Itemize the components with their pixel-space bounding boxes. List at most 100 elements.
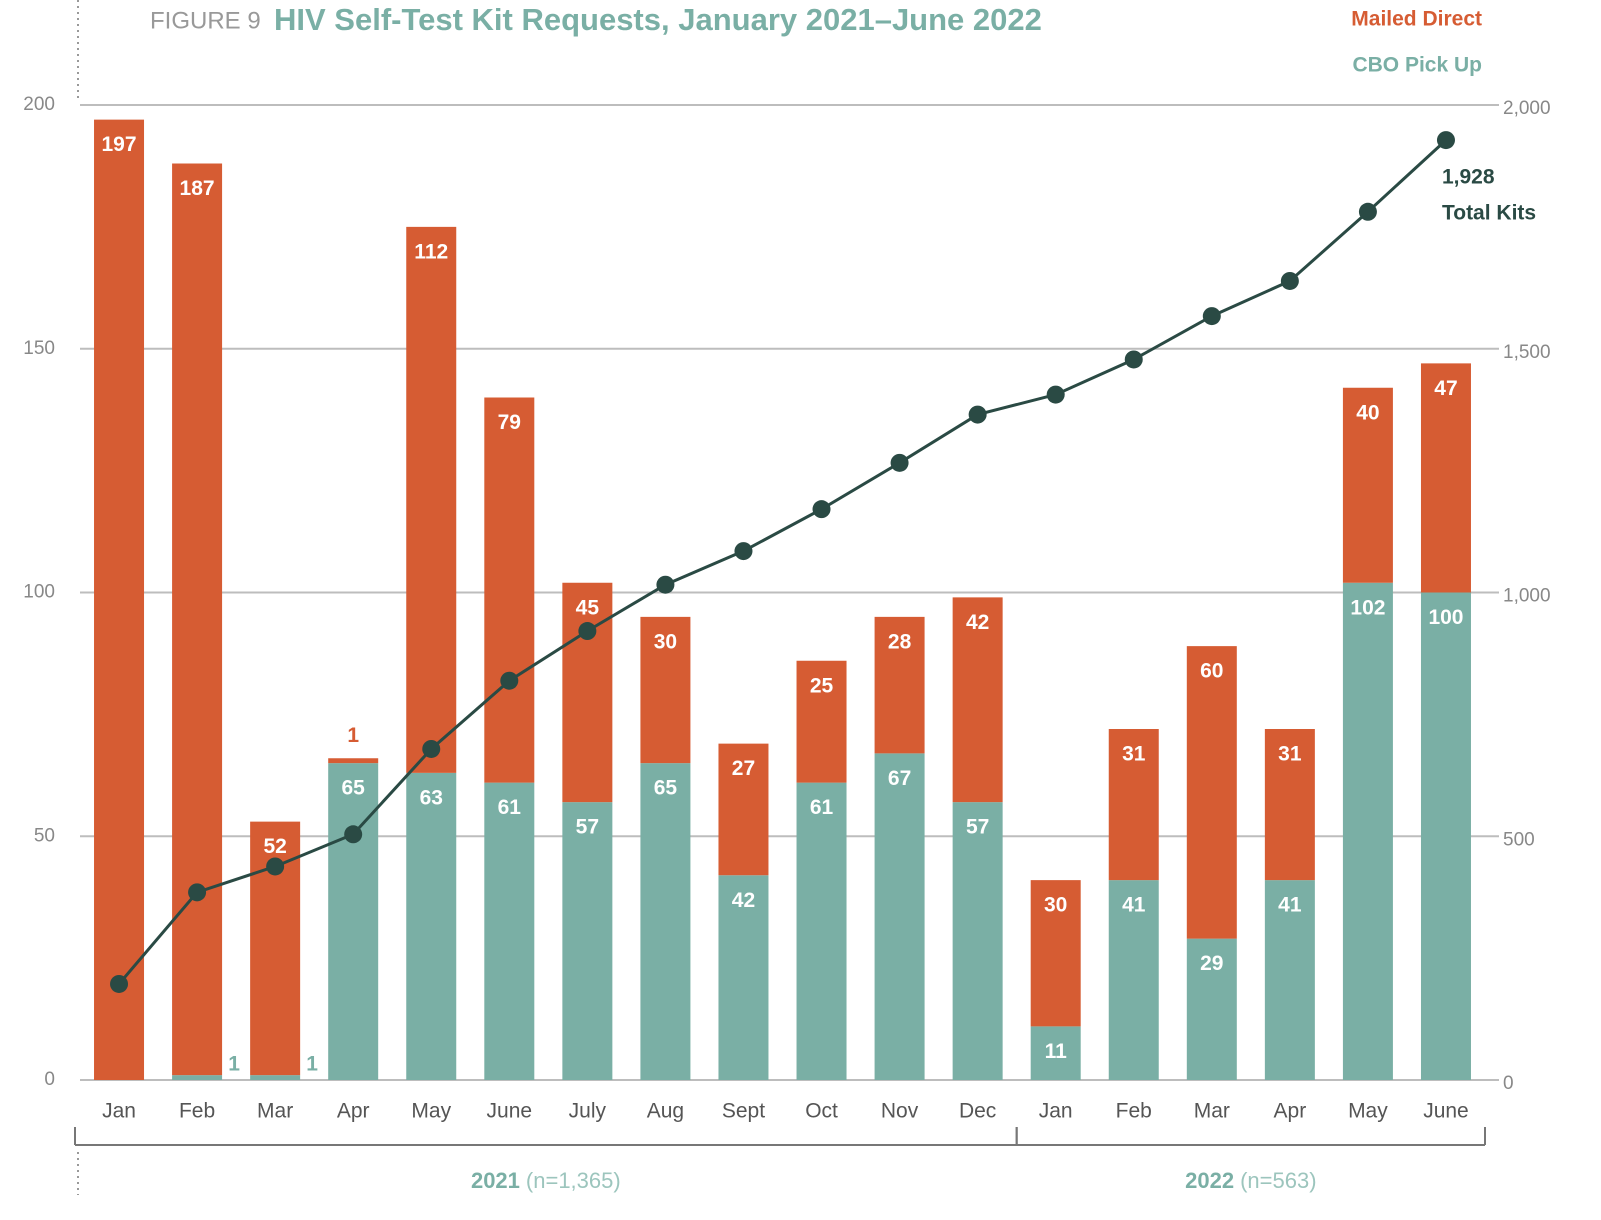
data-label: 100 [1428,606,1463,629]
data-label: 61 [810,796,834,819]
data-label: 45 [576,596,600,619]
y2-tick-label: 500 [1503,829,1535,850]
bar-segment [562,582,613,803]
data-label: 187 [180,177,215,200]
x-tick-label: Apr [1274,1100,1307,1123]
bar-segment [1108,880,1159,1080]
line-point [812,500,831,519]
x-tick-label: Dec [959,1100,996,1123]
data-label: 47 [1434,377,1457,400]
y-tick-label: 100 [23,582,55,603]
line-point [1436,131,1455,150]
line-point [1046,385,1065,404]
bar-segment [874,616,925,754]
group-year: 2021 [471,1168,520,1193]
data-label: 31 [1278,743,1302,766]
bar-segment [328,763,379,1080]
figure-label: FIGURE 9 [150,7,261,34]
bar-segment [1420,592,1471,1080]
x-tick-label: June [1423,1100,1469,1123]
bar-segment [874,753,925,1080]
line-point [1202,307,1221,326]
bar-segment [952,597,1003,803]
line-point [1124,350,1143,369]
x-tick-label: Nov [881,1100,919,1123]
data-label: 1,928 [1442,166,1495,189]
group-note: (n=563) [1240,1168,1316,1193]
line-point [1280,271,1299,290]
x-tick-label: May [1348,1100,1388,1123]
bar-segment [562,802,613,1080]
line-point [344,825,363,844]
data-label: 61 [498,796,522,819]
y-tick-label: 0 [44,1069,55,1090]
bar-segment [1108,729,1159,881]
data-label: 1 [228,1053,240,1076]
annotation: Total Kits [1442,202,1536,225]
bar-segment [796,782,847,1080]
bar-segment [718,875,769,1080]
bar-segment [1030,880,1081,1027]
line [117,138,1447,985]
line-point [422,739,441,758]
line-point [890,453,909,472]
data-label: 41 [1278,894,1302,917]
line-point [734,542,753,561]
line-point [1358,202,1377,221]
data-label: 52 [263,835,286,858]
x-tick-label: Oct [805,1100,838,1123]
bar-segment [1342,582,1393,1080]
data-label: 1 [306,1053,318,1076]
line-point [110,974,129,993]
bar-segment [172,163,223,1076]
data-label: 42 [966,611,989,634]
data-label: 112 [414,240,448,263]
y-tick-label: 150 [23,338,55,359]
data-label: 42 [732,889,755,912]
data-label: 1 [347,724,359,747]
bar-segment [1420,363,1471,593]
data-label: 60 [1200,660,1223,683]
data-label: 11 [1045,1040,1068,1063]
bar-segment [952,802,1003,1080]
bar-segment [328,758,379,764]
chart-title: HIV Self-Test Kit Requests, January 2021… [274,2,1042,37]
data-label: 41 [1122,894,1146,917]
x-tick-label: Jan [1039,1100,1073,1123]
x-tick-label: Feb [179,1100,215,1123]
data-label: 29 [1200,952,1223,975]
legend-entry: CBO Pick Up [1352,54,1482,77]
bar-segment [1030,1026,1081,1080]
bar-segment [484,397,535,783]
line-point [188,883,207,902]
bar-segment [1264,880,1315,1080]
y2-tick-label: 2,000 [1503,98,1551,119]
group-year: 2022 [1185,1168,1234,1193]
data-label: 27 [732,757,755,780]
data-label: 28 [888,630,912,653]
bar-segment [1186,646,1237,939]
bar-segment [172,1075,223,1080]
x-tick-label: Aug [647,1100,684,1123]
data-label: 40 [1356,401,1379,424]
data-label: 30 [1044,894,1067,917]
x-tick-label: July [569,1100,607,1123]
group-label: 2021 (n=1,365) [471,1168,621,1193]
data-label: 25 [810,674,834,697]
line-point [656,575,675,594]
legend-entry: Mailed Direct [1351,8,1482,31]
y2-tick-label: 1,500 [1503,342,1551,363]
x-tick-label: Feb [1116,1100,1152,1123]
x-tick-label: Sept [722,1100,765,1123]
x-tick-label: Mar [1194,1100,1230,1123]
bar-segment [1264,729,1315,881]
bar-segment [94,119,145,1080]
bar-segment [406,772,457,1080]
bar-segment [1342,387,1393,583]
data-label: 65 [654,777,678,800]
data-label: 79 [498,411,521,434]
bar-segment [796,660,847,783]
data-label: 57 [966,816,989,839]
y-tick-label: 50 [34,825,55,846]
